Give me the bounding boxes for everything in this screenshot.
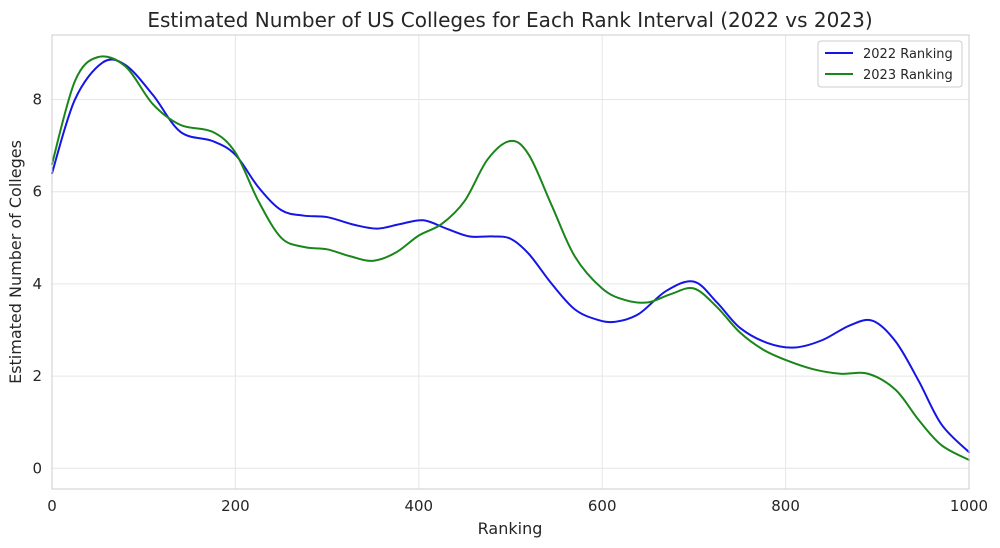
y-tick-label: 6 xyxy=(32,183,42,201)
y-tick-label: 8 xyxy=(32,91,42,109)
x-tick-label: 0 xyxy=(47,497,57,515)
x-tick-label: 600 xyxy=(588,497,617,515)
y-tick-label: 2 xyxy=(32,367,42,385)
series-line-2 xyxy=(51,55,970,461)
tick-labels: 0 200 400 600 800 1000 0 2 4 6 8 xyxy=(32,91,988,515)
y-tick-label: 4 xyxy=(32,275,42,293)
legend-box xyxy=(817,40,963,88)
y-tick-label: 0 xyxy=(32,459,42,477)
chart-title: Estimated Number of US Colleges for Each… xyxy=(147,8,872,32)
series-layer xyxy=(51,55,970,461)
x-axis-label: Ranking xyxy=(478,519,543,538)
legend-label: 2023 Ranking xyxy=(863,68,953,83)
plot-frame xyxy=(51,34,970,490)
x-tick-label: 400 xyxy=(404,497,433,515)
grid xyxy=(51,35,970,489)
x-tick-label: 200 xyxy=(221,497,250,515)
legend: 2022 Ranking 2023 Ranking xyxy=(817,40,963,88)
series-line-1 xyxy=(51,58,970,454)
x-tick-label: 1000 xyxy=(950,497,988,515)
legend-label: 2022 Ranking xyxy=(863,47,953,62)
x-tick-label: 800 xyxy=(771,497,800,515)
y-axis-label: Estimated Number of Colleges xyxy=(6,140,25,384)
